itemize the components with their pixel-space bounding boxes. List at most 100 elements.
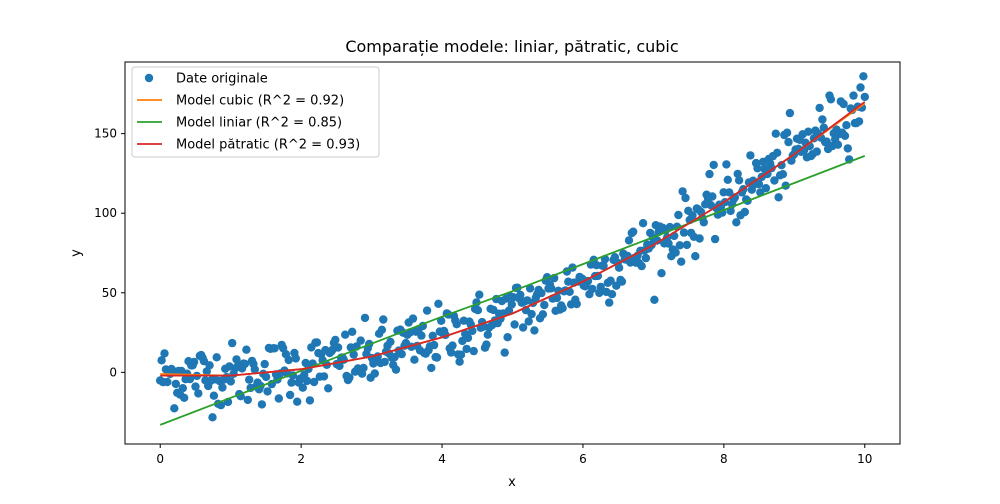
- data-point: [774, 193, 783, 202]
- data-point: [293, 397, 302, 406]
- data-point: [617, 277, 627, 286]
- data-point: [359, 363, 368, 373]
- data-point: [473, 306, 483, 315]
- y-axis-label: y: [69, 249, 84, 257]
- data-point: [605, 298, 614, 307]
- data-point: [391, 365, 401, 374]
- y-tick-label: 50: [102, 286, 117, 300]
- chart-title: Comparație modele: liniar, pătratic, cub…: [345, 37, 678, 56]
- legend: Date originale Model cubic (R^2 = 0.92) Mo…: [131, 66, 380, 158]
- data-point: [624, 236, 634, 245]
- data-point: [427, 363, 436, 373]
- data-point: [312, 338, 322, 347]
- legend-label: Model cubic (R^2 = 0.92): [176, 94, 344, 109]
- data-point: [257, 400, 267, 409]
- data-point: [226, 377, 235, 386]
- data-point: [379, 315, 388, 324]
- data-point: [463, 333, 473, 343]
- data-point: [773, 148, 782, 157]
- data-point: [250, 365, 259, 374]
- data-point: [429, 340, 439, 350]
- data-point: [641, 253, 651, 263]
- data-point: [260, 359, 269, 369]
- data-point: [599, 261, 608, 271]
- data-point: [228, 338, 237, 348]
- data-point: [859, 72, 868, 81]
- legend-marker: [144, 73, 154, 83]
- data-point: [530, 326, 539, 335]
- data-point: [163, 377, 172, 387]
- data-point: [784, 137, 793, 147]
- data-point: [638, 219, 648, 228]
- data-point: [331, 335, 340, 345]
- data-point: [849, 91, 858, 100]
- x-tick-label: 4: [438, 452, 446, 466]
- data-point: [674, 210, 683, 220]
- data-point: [842, 121, 851, 130]
- data-point: [410, 355, 419, 364]
- data-point: [356, 336, 365, 345]
- data-point: [818, 115, 827, 124]
- data-point: [298, 383, 307, 392]
- data-point: [360, 313, 370, 323]
- data-point: [218, 383, 227, 392]
- data-point: [843, 144, 852, 153]
- x-tick-label: 10: [857, 452, 872, 466]
- data-point: [240, 359, 250, 369]
- data-point: [309, 377, 319, 387]
- data-point: [682, 240, 692, 250]
- legend-label: Date originale: [176, 72, 268, 87]
- data-point: [510, 320, 519, 329]
- data-point: [527, 309, 536, 319]
- data-point: [178, 384, 187, 393]
- data-point: [468, 326, 477, 336]
- data-point: [422, 306, 432, 315]
- data-point: [708, 192, 717, 201]
- data-point: [653, 236, 662, 245]
- data-point: [232, 355, 241, 364]
- data-point: [212, 353, 221, 362]
- data-point: [483, 330, 492, 339]
- data-point: [677, 257, 686, 266]
- x-tick-label: 0: [156, 452, 164, 466]
- data-point: [826, 95, 836, 104]
- data-point: [507, 300, 516, 309]
- data-point: [242, 345, 251, 354]
- data-point: [722, 160, 731, 169]
- data-point: [348, 327, 357, 336]
- data-point: [417, 331, 426, 340]
- data-point: [243, 395, 252, 405]
- data-point: [761, 184, 771, 193]
- data-point: [657, 269, 666, 278]
- data-point: [746, 151, 755, 160]
- data-point: [194, 389, 203, 398]
- data-point: [770, 176, 779, 185]
- data-point: [462, 344, 471, 354]
- data-point: [754, 179, 764, 189]
- data-point: [341, 330, 350, 339]
- lines-layer: [159, 101, 866, 426]
- data-point: [804, 127, 813, 136]
- data-point: [160, 349, 169, 358]
- data-point: [263, 387, 272, 396]
- data-point: [386, 337, 395, 346]
- data-point: [185, 374, 195, 384]
- data-point: [688, 211, 697, 220]
- data-point: [428, 331, 437, 340]
- data-point: [455, 357, 464, 366]
- data-point: [777, 161, 786, 170]
- data-point: [540, 300, 549, 310]
- data-point: [335, 361, 344, 371]
- data-point: [503, 333, 512, 342]
- data-point: [500, 348, 509, 357]
- data-point: [390, 352, 399, 362]
- data-point: [209, 391, 219, 400]
- data-point: [245, 375, 254, 384]
- data-point: [753, 164, 762, 173]
- data-point: [452, 320, 461, 329]
- data-point: [733, 169, 742, 179]
- data-point: [558, 304, 567, 313]
- data-point: [189, 357, 199, 367]
- data-point: [671, 248, 680, 257]
- data-point: [572, 299, 581, 309]
